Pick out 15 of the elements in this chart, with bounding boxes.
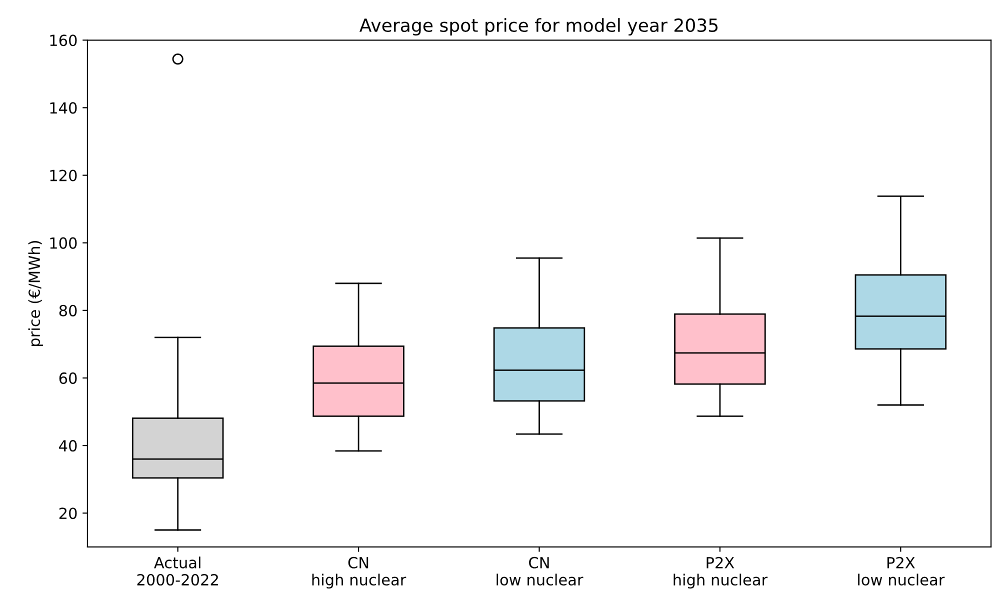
y-tick-label: 80 [59, 304, 77, 316]
x-tick-label: CN low nuclear [496, 556, 584, 586]
y-tick-label: 160 [50, 34, 77, 46]
x-tick-label: P2X low nuclear [858, 556, 945, 586]
y-tick-label: 140 [50, 102, 77, 114]
x-tick-label: P2X high nuclear [674, 556, 768, 589]
y-tick-label: 100 [50, 237, 77, 249]
y-tick-label: 20 [59, 508, 77, 520]
y-tick-label: 120 [50, 170, 77, 182]
x-tick-label: Actual 2000-2022 [137, 556, 218, 586]
x-tick-label: CN high nuclear [312, 556, 406, 589]
y-tick-label: 60 [59, 372, 77, 384]
chart-title: Average spot price for model year 2035 [359, 18, 718, 36]
y-axis-title: price (€/MWh) [28, 241, 44, 346]
y-tick-label: 40 [59, 440, 77, 452]
